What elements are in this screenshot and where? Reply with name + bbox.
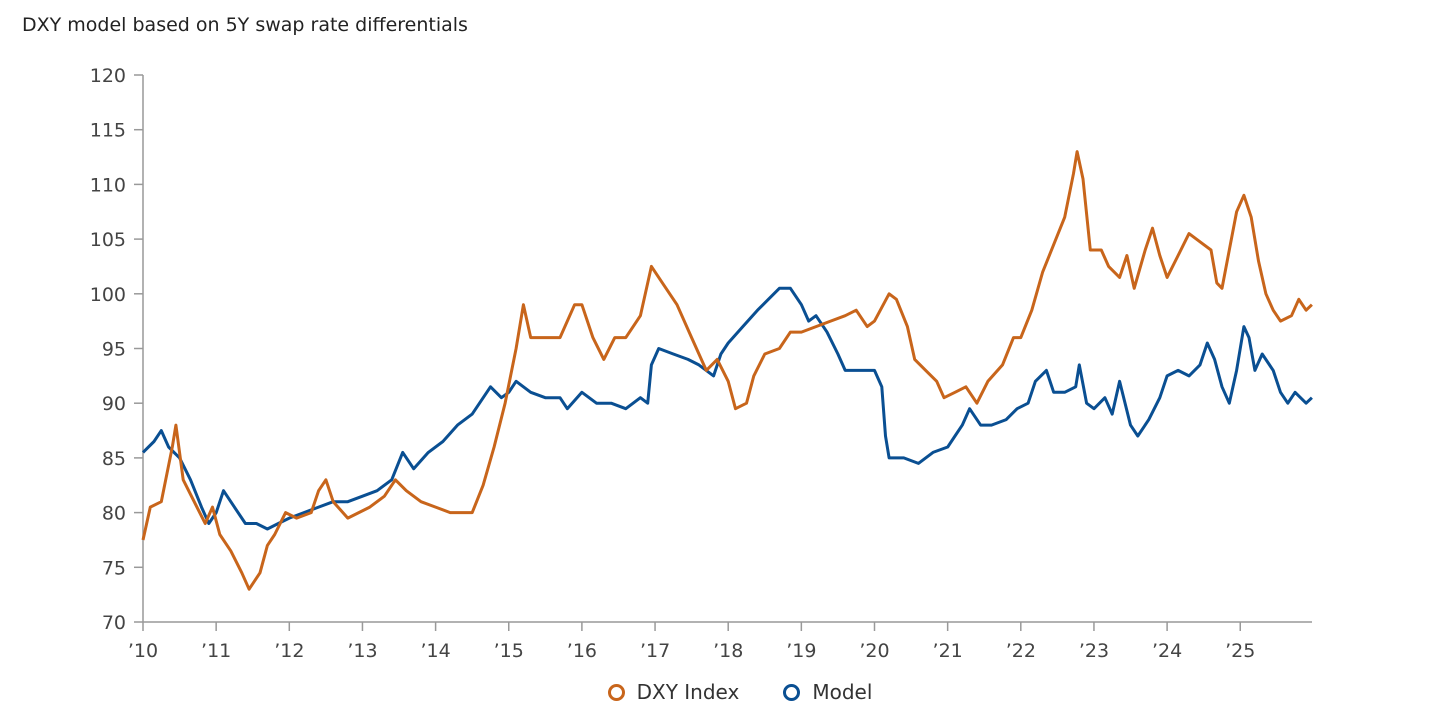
axes: 70 75 80 85 90 95 100 105 110 115 120 ’10 ’11 ’12 ’13 ’… xyxy=(90,65,1312,662)
x-tick-label: ’18 xyxy=(713,640,743,662)
x-tick-label: ’22 xyxy=(1006,640,1036,662)
legend-item-dxy: DXY Index xyxy=(607,680,740,704)
x-tick-label: ’24 xyxy=(1152,640,1182,662)
x-tick-label: ’19 xyxy=(786,640,816,662)
y-tick-label: 120 xyxy=(90,65,126,87)
y-tick-label: 100 xyxy=(90,284,126,306)
y-tick-label: 95 xyxy=(102,339,126,361)
series-lines xyxy=(141,150,1313,591)
x-tick-label: ’15 xyxy=(494,640,524,662)
y-tick-label: 115 xyxy=(90,120,126,142)
x-tick-label: ’17 xyxy=(640,640,670,662)
x-tick-label: ’14 xyxy=(420,640,450,662)
chart-title: DXY model based on 5Y swap rate differen… xyxy=(22,14,468,36)
y-tick-label: 90 xyxy=(102,393,126,415)
y-tick-label: 70 xyxy=(102,612,126,634)
x-tick-label: ’11 xyxy=(201,640,231,662)
series-line-dxy-index xyxy=(141,150,1313,591)
y-tick-label: 105 xyxy=(90,229,126,251)
legend-item-model: Model xyxy=(783,680,872,704)
legend-label-dxy: DXY Index xyxy=(636,680,740,704)
x-tick-label: ’25 xyxy=(1225,640,1255,662)
legend-swatch-dxy xyxy=(607,683,625,701)
y-tick-label: 80 xyxy=(102,503,126,525)
x-tick-label: ’20 xyxy=(859,640,889,662)
x-tick-label: ’12 xyxy=(274,640,304,662)
x-tick-label: ’10 xyxy=(128,640,158,662)
x-tick-label: ’13 xyxy=(347,640,377,662)
x-tick-label: ’21 xyxy=(933,640,963,662)
y-tick-label: 75 xyxy=(102,557,126,579)
series-line-model xyxy=(141,286,1313,531)
x-tick-label: ’16 xyxy=(567,640,597,662)
legend: DXY Index Model xyxy=(0,680,1440,704)
y-tick-label: 85 xyxy=(102,448,126,470)
y-tick-label: 110 xyxy=(90,174,126,196)
legend-label-model: Model xyxy=(812,680,873,704)
x-tick-label: ’23 xyxy=(1079,640,1109,662)
legend-swatch-model xyxy=(783,683,801,701)
